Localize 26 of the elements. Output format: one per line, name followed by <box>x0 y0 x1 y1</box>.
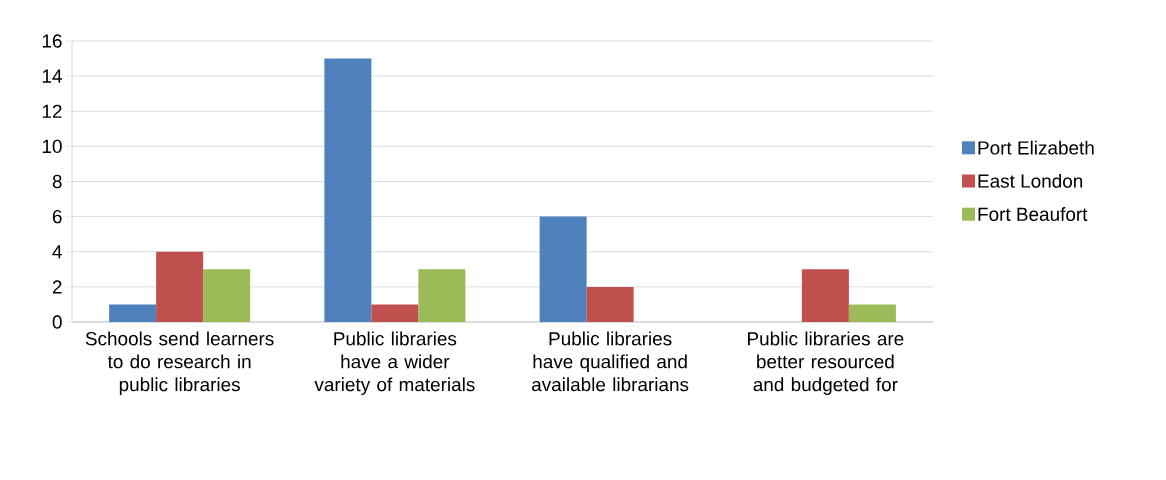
x-tick-label: Public libraries are better resourced and budgeted for <box>748 331 904 395</box>
bar <box>539 216 587 322</box>
bar <box>371 304 419 322</box>
y-tick-label: 6 <box>52 209 62 224</box>
x-tick-label: Schools send learners to do research in public libraries <box>85 331 274 395</box>
bar <box>109 304 157 322</box>
y-tick-label: 2 <box>52 280 62 294</box>
x-tick-label: Public libraries have qualified and available librarians <box>532 331 689 392</box>
y-tick-label: 4 <box>52 245 62 259</box>
y-tick-label: 14 <box>42 69 62 83</box>
bar <box>203 269 251 322</box>
legend-label: Port Elizabeth <box>978 140 1094 155</box>
y-tick-label: 8 <box>52 174 62 189</box>
legend-label: East London <box>978 173 1083 188</box>
bar <box>586 286 634 322</box>
bar <box>848 304 896 322</box>
y-tick-label: 16 <box>42 34 62 48</box>
y-tick-label: 10 <box>42 139 62 154</box>
y-tick-label: 0 <box>52 315 62 329</box>
bar <box>324 58 372 322</box>
bar <box>418 269 466 322</box>
bar <box>801 269 849 322</box>
x-tick-label: Public libraries have a wider variety of materials <box>314 331 475 395</box>
bar <box>156 251 204 322</box>
y-tick-label: 12 <box>42 104 62 118</box>
legend-label: Fort Beaufort <box>978 207 1088 221</box>
